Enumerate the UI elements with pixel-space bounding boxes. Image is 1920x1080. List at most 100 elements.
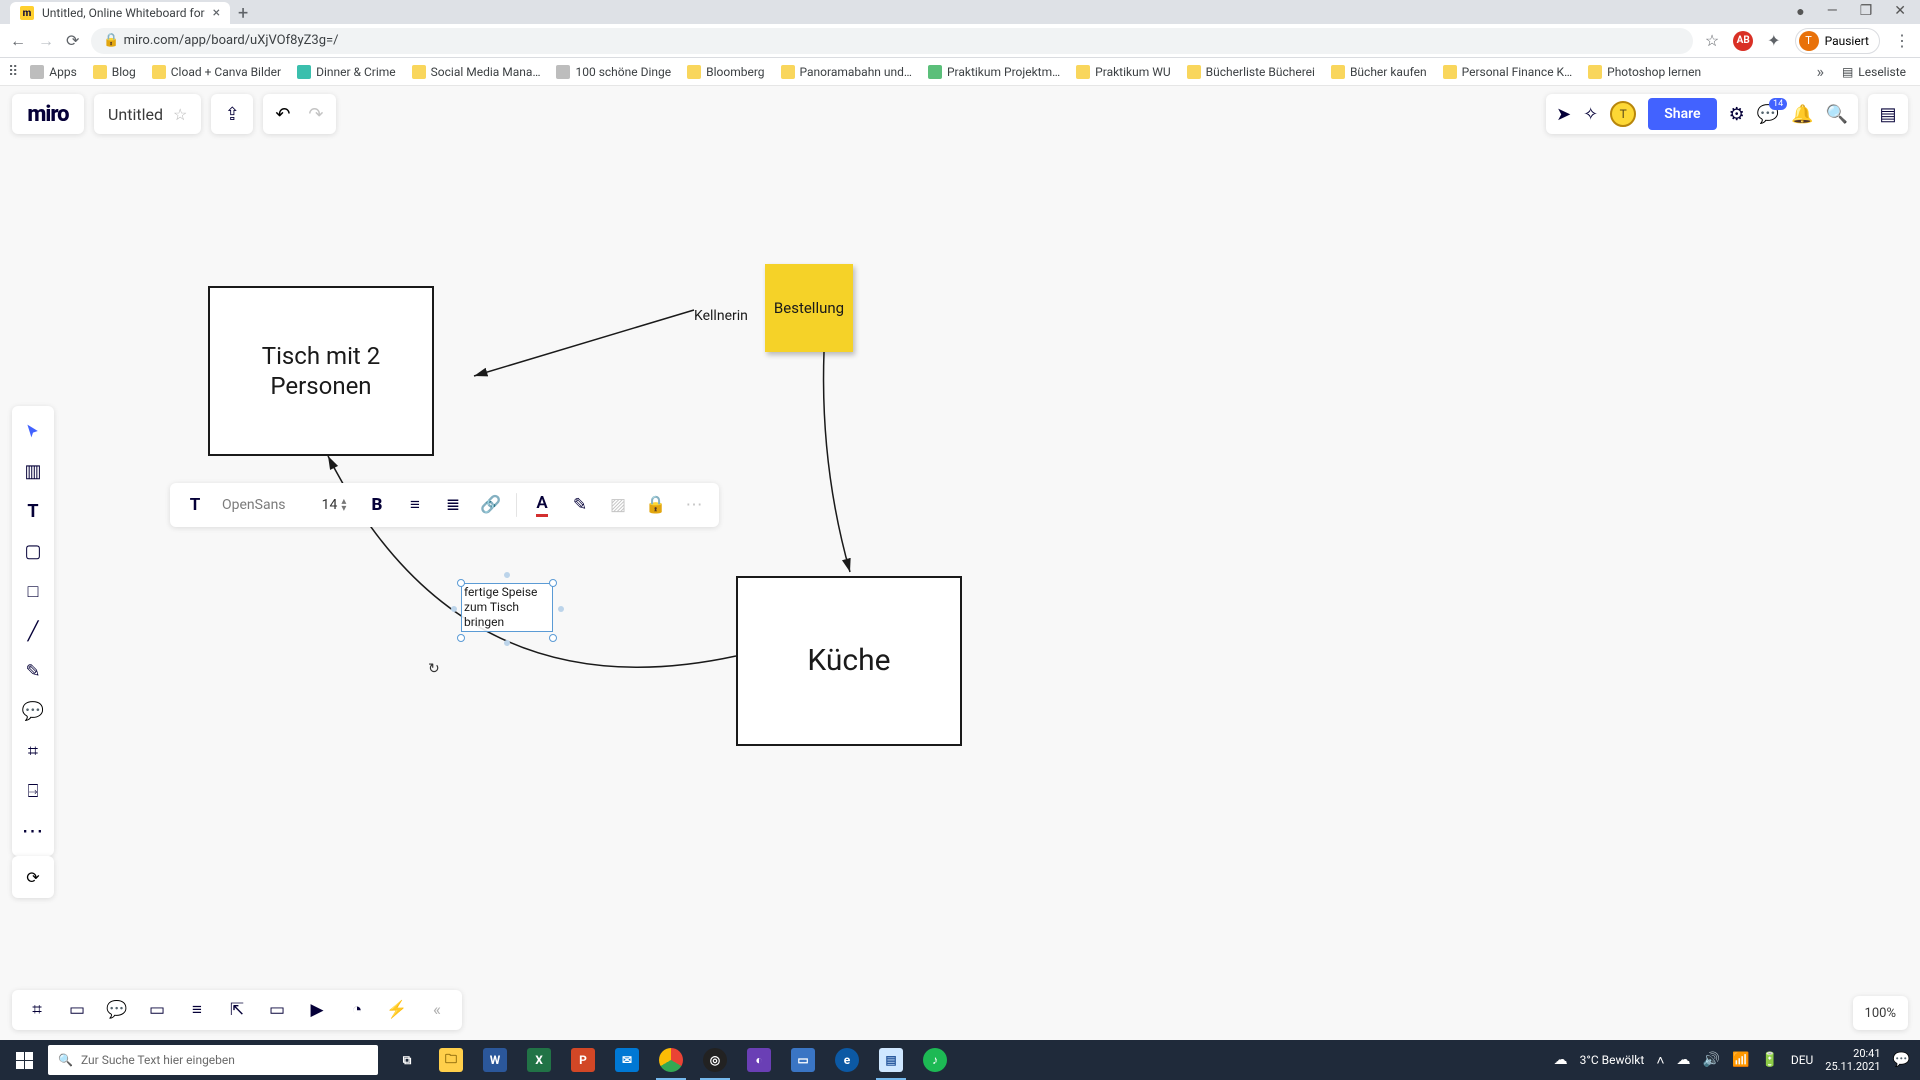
reload-button[interactable]: ⟳ bbox=[66, 31, 79, 50]
bold-button[interactable]: B bbox=[360, 488, 394, 522]
separator bbox=[516, 493, 517, 517]
selection-handle-se[interactable] bbox=[549, 634, 557, 642]
selection-handle-nw[interactable] bbox=[457, 579, 465, 587]
windows-logo-icon bbox=[16, 1052, 33, 1069]
shape-tisch[interactable]: Tisch mit 2 Personen bbox=[208, 286, 434, 456]
reading-list-button[interactable]: ▤ Leseliste bbox=[1836, 63, 1912, 81]
link-button[interactable]: 🔗 bbox=[474, 488, 508, 522]
apps-grid-icon[interactable]: ⠿ bbox=[8, 64, 18, 80]
bookmarks-overflow-icon[interactable]: » bbox=[1810, 62, 1830, 81]
bookmark-item[interactable]: Panoramabahn und… bbox=[775, 63, 918, 81]
font-family-select[interactable]: OpenSans bbox=[216, 488, 308, 522]
bookmark-favicon bbox=[93, 65, 107, 79]
chrome-app[interactable] bbox=[650, 1040, 692, 1080]
browser-tab[interactable]: m Untitled, Online Whiteboard for × bbox=[10, 2, 230, 24]
system-tray: ☁ 3°C Bewölkt ˄ ☁ 🔊 📶 🔋 DEU 20:41 25.11.… bbox=[1544, 1047, 1920, 1073]
bookmark-item[interactable]: Photoshop lernen bbox=[1582, 63, 1707, 81]
edge-app[interactable]: e bbox=[826, 1040, 868, 1080]
minimize-icon[interactable]: — bbox=[1827, 3, 1838, 20]
align-button[interactable]: ≡ bbox=[398, 488, 432, 522]
bookmark-item[interactable]: Cload + Canva Bilder bbox=[146, 63, 287, 81]
back-button[interactable]: ← bbox=[10, 31, 26, 51]
tray-chevron-icon[interactable]: ˄ bbox=[1656, 1052, 1664, 1069]
bookmark-label: Dinner & Crime bbox=[316, 65, 396, 79]
profile-label: Pausiert bbox=[1825, 34, 1869, 48]
bookmark-item[interactable]: Praktikum WU bbox=[1070, 63, 1176, 81]
bookmark-item[interactable]: Apps bbox=[24, 63, 83, 81]
text-format-toolbar: T OpenSans 14 ▴▾ B ≡ ≣ 🔗 A ✎ ▨ 🔒 ⋯ bbox=[170, 483, 719, 527]
powerpoint-app[interactable]: P bbox=[562, 1040, 604, 1080]
kebab-menu-icon[interactable]: ⋮ bbox=[1894, 31, 1910, 50]
windows-taskbar: 🔍 Zur Suche Text hier eingeben ⧉ 🗀 W X P… bbox=[0, 1040, 1920, 1080]
bookmark-item[interactable]: Bücherliste Bücherei bbox=[1181, 63, 1321, 81]
url-field[interactable]: 🔒 miro.com/app/board/uXjVOf8yZ3g=/ bbox=[91, 28, 1692, 54]
selection-handle-ne[interactable] bbox=[549, 579, 557, 587]
close-tab-icon[interactable]: × bbox=[213, 5, 220, 21]
bookmark-item[interactable]: 100 schöne Dinge bbox=[550, 63, 677, 81]
mail-app[interactable]: ✉ bbox=[606, 1040, 648, 1080]
list-button[interactable]: ≣ bbox=[436, 488, 470, 522]
rotate-handle[interactable]: ↻ bbox=[428, 661, 440, 677]
sound-icon[interactable]: 🔊 bbox=[1703, 1052, 1720, 1068]
selection-handle-sw[interactable] bbox=[457, 634, 465, 642]
profile-button[interactable]: T Pausiert bbox=[1795, 28, 1880, 54]
new-tab-button[interactable]: + bbox=[230, 3, 256, 24]
selection-mid-s[interactable] bbox=[504, 640, 510, 646]
account-dot-icon[interactable]: ● bbox=[1796, 3, 1804, 20]
reading-list-icon: ▤ bbox=[1842, 65, 1853, 79]
extensions-icon[interactable]: ✦ bbox=[1767, 31, 1780, 50]
battery-icon[interactable]: 🔋 bbox=[1761, 1052, 1778, 1068]
font-size-stepper[interactable]: 14 ▴▾ bbox=[312, 488, 356, 522]
language-indicator[interactable]: DEU bbox=[1791, 1053, 1813, 1067]
label-kellnerin[interactable]: Kellnerin bbox=[694, 308, 748, 324]
canvas[interactable]: Tisch mit 2 Personen Küche Bestellung Ke… bbox=[0, 86, 1920, 1040]
bookmark-item[interactable]: Dinner & Crime bbox=[291, 63, 402, 81]
adblock-icon[interactable]: AB bbox=[1733, 31, 1753, 51]
clock-date: 25.11.2021 bbox=[1825, 1060, 1880, 1073]
maximize-icon[interactable]: ❐ bbox=[1860, 3, 1873, 20]
miro-favicon: m bbox=[20, 6, 34, 20]
sticky-bestellung[interactable]: Bestellung bbox=[765, 264, 853, 352]
bookmark-item[interactable]: Personal Finance K… bbox=[1437, 63, 1579, 81]
notifications-tray-icon[interactable]: 💬 bbox=[1893, 1052, 1910, 1068]
bookmark-item[interactable]: Bloomberg bbox=[681, 63, 770, 81]
explorer-app[interactable]: 🗀 bbox=[430, 1040, 472, 1080]
lock-button[interactable]: 🔒 bbox=[639, 488, 673, 522]
bookmark-favicon bbox=[297, 65, 311, 79]
spotify-app[interactable]: ♪ bbox=[914, 1040, 956, 1080]
bookmark-star-icon[interactable]: ☆ bbox=[1705, 31, 1719, 50]
weather-icon[interactable]: ☁ bbox=[1554, 1052, 1568, 1068]
bookmark-item[interactable]: Praktikum Projektm… bbox=[922, 63, 1066, 81]
taskbar-clock[interactable]: 20:41 25.11.2021 bbox=[1825, 1047, 1880, 1073]
taskbar-search[interactable]: 🔍 Zur Suche Text hier eingeben bbox=[48, 1045, 378, 1075]
excel-app[interactable]: X bbox=[518, 1040, 560, 1080]
task-view-button[interactable]: ⧉ bbox=[386, 1040, 428, 1080]
notepad-app[interactable]: ▤ bbox=[870, 1040, 912, 1080]
wifi-icon[interactable]: 📶 bbox=[1732, 1052, 1749, 1068]
bookmark-item[interactable]: Social Media Mana… bbox=[406, 63, 547, 81]
shape-kueche[interactable]: Küche bbox=[736, 576, 962, 746]
more-format-button[interactable]: ⋯ bbox=[677, 488, 711, 522]
highlight-button[interactable]: ✎ bbox=[563, 488, 597, 522]
app-8[interactable]: ◐ bbox=[738, 1040, 780, 1080]
selected-text[interactable]: fertige Speise zum Tisch bringen bbox=[461, 583, 553, 632]
close-window-icon[interactable]: ✕ bbox=[1894, 3, 1906, 20]
opacity-button[interactable]: ▨ bbox=[601, 488, 635, 522]
text-color-button[interactable]: A bbox=[525, 488, 559, 522]
word-app[interactable]: W bbox=[474, 1040, 516, 1080]
selection-mid-w[interactable] bbox=[451, 606, 457, 612]
forward-button[interactable]: → bbox=[38, 31, 54, 51]
weather-text[interactable]: 3°C Bewölkt bbox=[1580, 1053, 1645, 1067]
bookmark-item[interactable]: Bücher kaufen bbox=[1325, 63, 1433, 81]
shape-kueche-label: Küche bbox=[807, 642, 890, 680]
start-button[interactable] bbox=[0, 1040, 48, 1080]
bookmarks-bar: ⠿ AppsBlogCload + Canva Bilder Dinner & C… bbox=[0, 58, 1920, 86]
text-type-button[interactable]: T bbox=[178, 488, 212, 522]
arrow-bestellung-kueche bbox=[824, 352, 850, 572]
app-9[interactable]: ▭ bbox=[782, 1040, 824, 1080]
obs-app[interactable]: ◎ bbox=[694, 1040, 736, 1080]
selection-mid-n[interactable] bbox=[504, 572, 510, 578]
selection-mid-e[interactable] bbox=[558, 606, 564, 612]
onedrive-icon[interactable]: ☁ bbox=[1677, 1052, 1691, 1068]
bookmark-item[interactable]: Blog bbox=[87, 63, 142, 81]
